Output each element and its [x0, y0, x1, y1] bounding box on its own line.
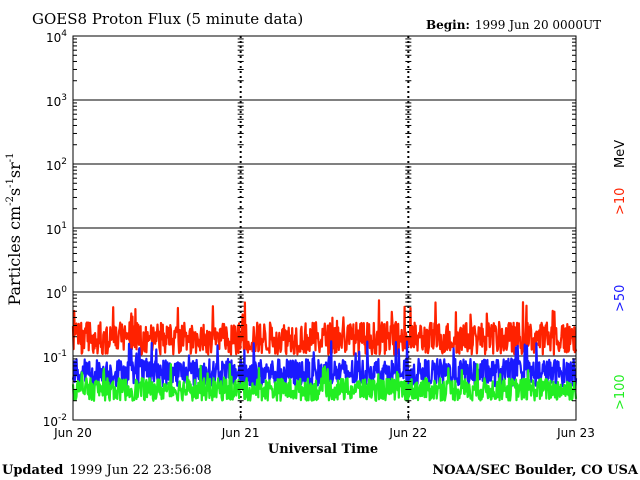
- y-unit-sr: sr: [5, 162, 24, 178]
- y-axis-title-base: Particles cm: [5, 206, 24, 306]
- chart-title: GOES8 Proton Flux (5 minute data): [32, 10, 303, 28]
- footer-updated-label: Updated: [2, 463, 63, 478]
- y-tick-label-exp: 3: [61, 93, 67, 103]
- y-tick-label: 100: [46, 285, 67, 301]
- begin-label: Begin: 1999 Jun 20 0000UT: [426, 18, 601, 32]
- y-axis-title: Particles cm-2s-1sr-1: [5, 152, 24, 305]
- footer-updated-value: 1999 Jun 22 23:56:08: [69, 463, 211, 478]
- y-unit-exp-sr: -1: [5, 152, 16, 162]
- y-tick-label: 103: [46, 93, 67, 109]
- y-tick-label-base: 10: [46, 223, 61, 237]
- side-label-gt100: >100: [613, 374, 628, 410]
- side-label-gt10: >10: [613, 188, 628, 215]
- series-gt100-line: [71, 363, 578, 402]
- y-tick-label: 10-1: [43, 349, 67, 365]
- side-label-gt50: >50: [613, 285, 628, 312]
- side-label-mev: MeV: [613, 140, 628, 168]
- x-tick-label: Jun 22: [388, 426, 427, 440]
- y-tick-label-base: 10: [46, 159, 61, 173]
- footer-updated: Updated 1999 Jun 22 23:56:08: [2, 463, 212, 478]
- y-tick-label: 104: [46, 29, 67, 45]
- begin-label-key: Begin:: [426, 18, 470, 32]
- x-tick-label: Jun 21: [221, 426, 260, 440]
- begin-label-value: 1999 Jun 20 0000UT: [475, 18, 601, 32]
- y-tick-label-base: 10: [46, 31, 61, 45]
- x-tick-label: Jun 23: [556, 426, 595, 440]
- series-layer: [71, 299, 578, 402]
- y-tick-label-exp: 4: [61, 29, 67, 39]
- side-labels: >10 MeV >50 >100: [613, 140, 628, 410]
- x-tick-label: Jun 20: [53, 426, 92, 440]
- y-unit-exp-cm: -2: [5, 196, 16, 206]
- y-tick-label: 10-2: [43, 413, 67, 429]
- y-tick-label-base: 10: [46, 287, 61, 301]
- y-unit-s: s: [5, 188, 24, 196]
- y-unit-exp-s: -1: [5, 178, 16, 188]
- y-tick-label-exp: 1: [61, 221, 67, 231]
- y-tick-label: 102: [46, 157, 67, 173]
- x-axis-title: Universal Time: [268, 442, 378, 457]
- y-tick-label-base: 10: [43, 351, 58, 365]
- footer-credit: NOAA/SEC Boulder, CO USA: [432, 463, 639, 478]
- y-tick-label-base: 10: [43, 415, 58, 429]
- y-tick-label-exp: -1: [58, 349, 67, 359]
- y-tick-label-exp: -2: [58, 413, 67, 423]
- y-tick-label: 101: [46, 221, 67, 237]
- y-tick-label-exp: 0: [61, 285, 67, 295]
- y-tick-label-base: 10: [46, 95, 61, 109]
- series-gt10-line: [71, 299, 578, 356]
- y-tick-label-exp: 2: [61, 157, 67, 167]
